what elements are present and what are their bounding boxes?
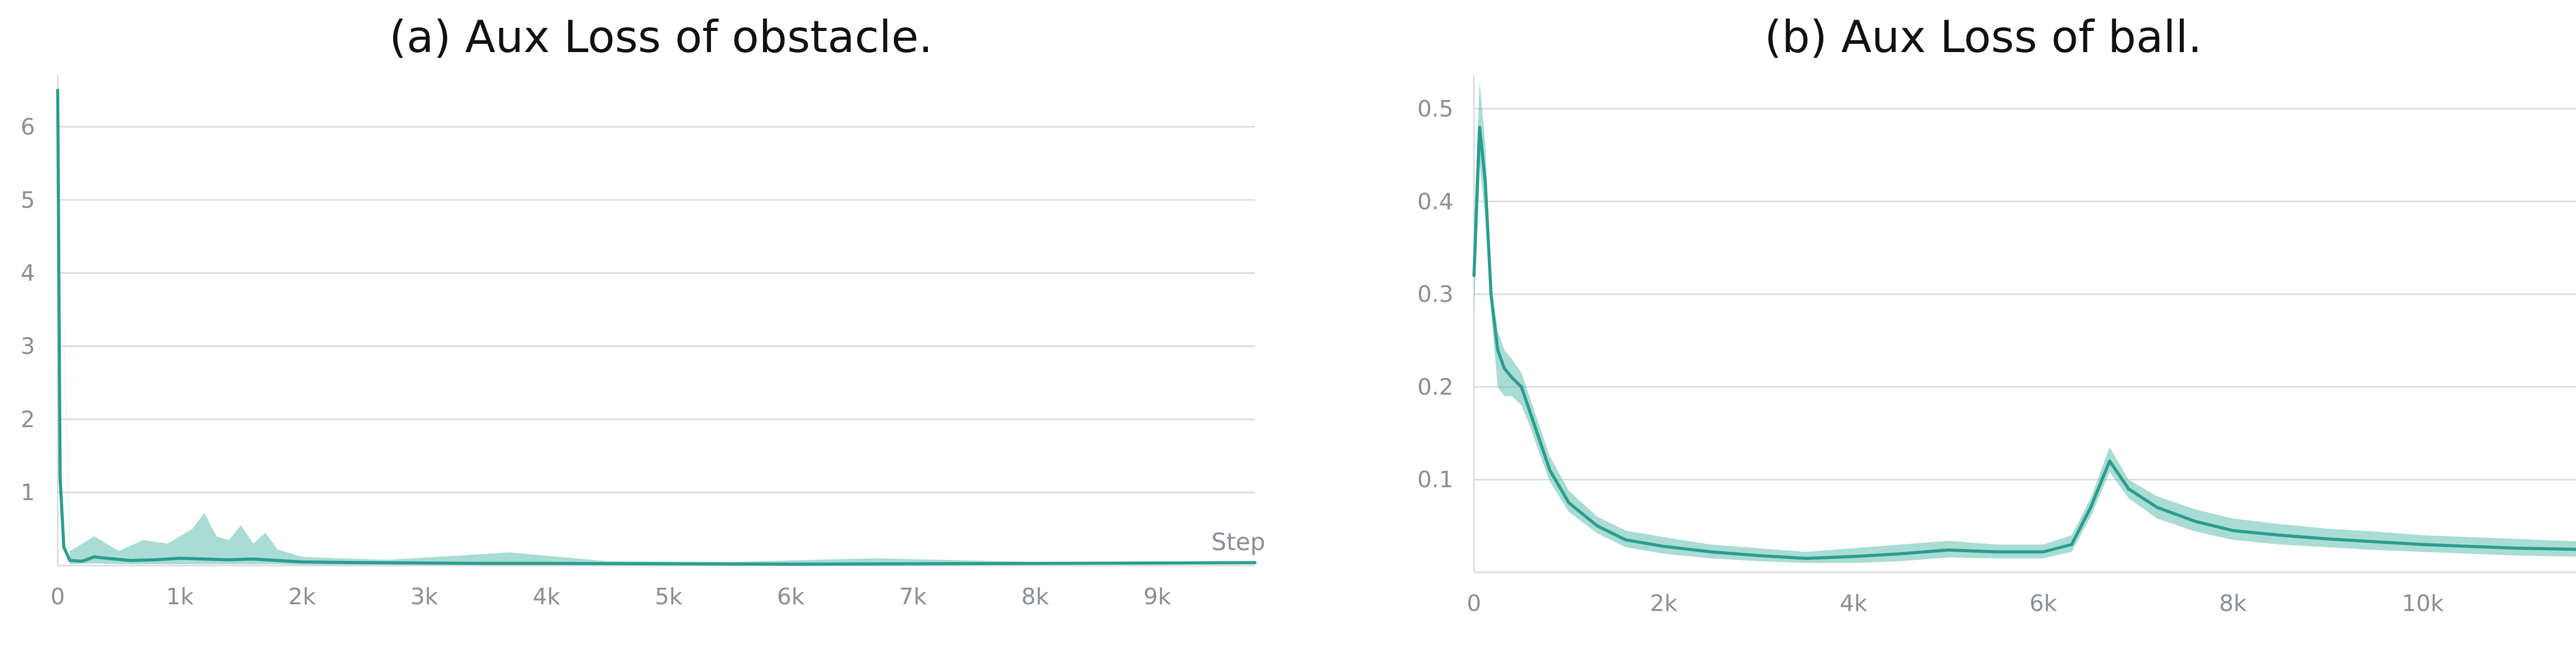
x-tick-label: 1k: [166, 584, 194, 610]
y-tick-label: 3: [21, 333, 35, 359]
chart-title: (b) Aux Loss of ball.: [1764, 11, 2202, 63]
chart-title: (a) Aux Loss of obstacle.: [389, 11, 933, 63]
x-tick-label: 8k: [1021, 584, 1049, 610]
y-tick-label: 1: [21, 479, 35, 506]
x-tick-label: 0: [1467, 590, 1481, 617]
x-tick-label: 6k: [2029, 590, 2057, 617]
x-tick-label: 8k: [2219, 590, 2247, 617]
y-tick-label: 4: [21, 260, 35, 287]
x-tick-label: 0: [50, 584, 65, 610]
series-line: [1472, 125, 2576, 560]
series-line: [56, 89, 1257, 566]
series-range-band: [1474, 81, 2576, 563]
x-tick-label: 4k: [533, 584, 561, 610]
y-tick-label: 2: [21, 406, 35, 433]
x-tick-label: 6k: [777, 584, 805, 610]
chart-plot-ball: 0.10.20.30.40.502k4k6k8k10k12kStep: [1417, 75, 2576, 617]
y-tick-label: 5: [21, 187, 35, 213]
y-tick-label: 0.5: [1417, 96, 1453, 122]
x-tick-label: 3k: [411, 584, 438, 610]
y-tick-label: 0.3: [1417, 282, 1453, 308]
x-tick-label: 5k: [655, 584, 683, 610]
y-tick-label: 0.1: [1417, 467, 1453, 493]
x-tick-label: 9k: [1144, 584, 1172, 610]
chart-panel-obstacle: (a) Aux Loss of obstacle. 1 2 3 4 5 6 0 1k 2k 3k 4…: [21, 11, 1265, 610]
x-tick-label: 4k: [1840, 590, 1868, 617]
y-tick-label: 0.2: [1417, 374, 1453, 400]
x-tick-label: 7k: [899, 584, 927, 610]
x-tick-label: 10k: [2402, 590, 2444, 617]
series-range-band: [58, 90, 1255, 566]
x-axis-label: Step: [1211, 528, 1265, 556]
y-tick-label: 0.4: [1417, 189, 1453, 215]
y-tick-label: 6: [21, 114, 35, 140]
chart-plot-obstacle: 1 2 3 4 5 6 0 1k 2k 3k 4k 5k 6k 7k 8k 9k Step: [21, 75, 1265, 610]
chart-panel-ball: (b) Aux Loss of ball. 0.1 0.2 0.3 0.4 0.5 0 2k…: [1322, 0, 2576, 645]
x-tick-label: 2k: [1650, 590, 1678, 617]
x-tick-label: 2k: [289, 584, 316, 610]
